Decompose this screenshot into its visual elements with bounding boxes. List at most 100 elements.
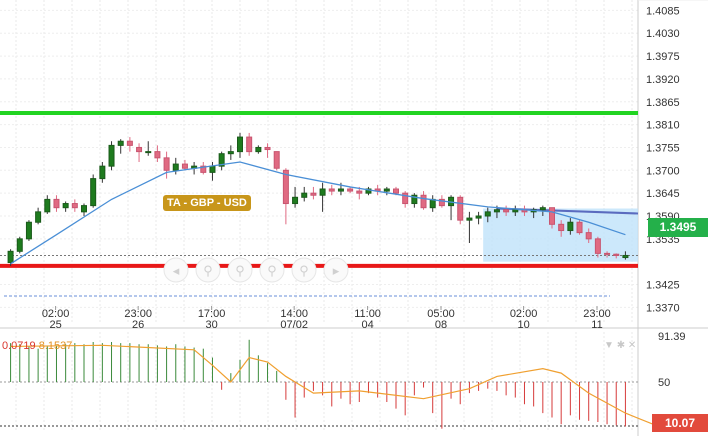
time-tick-label: 11:00 (354, 308, 381, 320)
candle-body (585, 232, 592, 240)
candle-body (484, 211, 491, 217)
measure-tool-icon[interactable]: ⚲ (227, 257, 253, 283)
candle-body (429, 198, 436, 209)
candle (246, 132, 253, 156)
indicator-controls[interactable]: ▼ ✱ ✕ (604, 340, 636, 351)
price-tick-label: 1.3755 (646, 142, 680, 154)
candle (374, 184, 381, 196)
candle (181, 159, 188, 171)
candle (512, 205, 519, 216)
candle-body (393, 188, 399, 194)
highlight-zone (483, 208, 638, 262)
draw-tool-icon-glyph: ⚲ (203, 263, 213, 278)
candle-body (25, 221, 32, 240)
candle-body (310, 192, 317, 196)
osc-tick-label: 50 (658, 377, 670, 389)
candle-body (567, 221, 574, 232)
candle-body (383, 188, 390, 192)
collapse-icon[interactable]: ▼ (604, 340, 614, 351)
price-tick-label: 1.3425 (646, 280, 680, 292)
candle (237, 132, 243, 158)
candle (90, 174, 97, 208)
close-icon[interactable]: ✕ (627, 340, 637, 351)
date-tick-label: 08 (435, 319, 447, 331)
candle-body (273, 151, 280, 169)
candle-body (438, 198, 445, 207)
candle-body (145, 151, 152, 154)
price-tick-label: 1.3370 (646, 302, 680, 314)
indicator-current-label: 10.07 (664, 416, 696, 430)
chart-toolbar: ◂ ⚲ ⚲ ⚲ ⚲ ▸ (163, 257, 349, 283)
candle-body (402, 192, 409, 205)
candle-body (44, 198, 51, 213)
date-tick-label: 25 (49, 319, 61, 331)
arrow-right-icon[interactable]: ▸ (323, 257, 349, 283)
candle (475, 211, 482, 225)
candle (622, 251, 629, 260)
time-tick-label: 14:00 (280, 308, 308, 320)
candle (16, 236, 23, 254)
highlight-layer (483, 208, 638, 262)
candle (108, 141, 115, 171)
candle (402, 191, 409, 208)
time-tick-label: 23:00 (124, 308, 152, 320)
time-tick-label: 23:00 (583, 308, 611, 320)
time-tick-label: 02:00 (510, 308, 538, 320)
candle-body (209, 165, 216, 173)
date-tick-label: 10 (517, 319, 529, 331)
candle (163, 151, 170, 179)
candle (594, 236, 601, 258)
ticker-label: TA - GBP - USD (167, 197, 247, 209)
candle-body (365, 188, 372, 194)
candle (613, 253, 620, 259)
axis-layer: 1.4085 1.4030 1.3975 1.3920 1.3865 1.3810 1.37… (42, 5, 686, 433)
candle (81, 203, 87, 216)
candle (44, 195, 51, 214)
measure-tool-icon-glyph: ⚲ (235, 263, 245, 278)
price-tick-label: 1.3700 (646, 165, 680, 177)
candle-body (154, 151, 161, 159)
date-tick-label: 07/02 (280, 319, 308, 331)
price-tick-label: 1.4085 (646, 5, 680, 17)
candle (145, 141, 152, 156)
indicator-value-a: 0.0719 (2, 340, 36, 352)
ticker-label-badge[interactable]: TA - GBP - USD (163, 195, 251, 211)
candle-body (237, 136, 243, 153)
candle-body (264, 146, 271, 151)
current-price-badge: 1.3495 (648, 218, 708, 237)
candle-body (136, 146, 143, 153)
zoom-icon[interactable]: ⚲ (291, 257, 317, 283)
shape-tool-icon[interactable]: ⚲ (259, 257, 285, 283)
candle (99, 162, 106, 183)
indicator-values: 0.0719 8.1537 (2, 340, 72, 353)
candle (227, 145, 234, 160)
time-tick-label: 02:00 (42, 308, 70, 320)
candle-body (594, 238, 601, 254)
candle-body (475, 215, 482, 219)
candle (154, 145, 161, 162)
candle (310, 186, 317, 200)
draw-tool-icon[interactable]: ⚲ (195, 257, 221, 283)
candle-body (493, 209, 500, 213)
candle-body (117, 140, 124, 146)
current-price-label: 1.3495 (659, 220, 697, 234)
settings-icon[interactable]: ✱ (616, 340, 626, 351)
candle (117, 139, 124, 154)
candle-body (7, 250, 14, 264)
candle-body (126, 140, 133, 146)
candle (25, 220, 32, 241)
candle (273, 151, 280, 171)
arrow-left-icon-bg (163, 257, 189, 283)
candle (484, 207, 491, 223)
candle (383, 186, 390, 196)
candle-body (420, 194, 427, 209)
draw-tool-icon-bg (195, 257, 221, 283)
candle-body (319, 188, 326, 196)
arrow-left-icon[interactable]: ◂ (163, 257, 189, 283)
candle-body (255, 146, 262, 153)
candle (576, 220, 583, 235)
zoom-icon-glyph: ⚲ (299, 263, 309, 278)
candle-body (411, 194, 418, 205)
candles-layer (7, 132, 629, 266)
